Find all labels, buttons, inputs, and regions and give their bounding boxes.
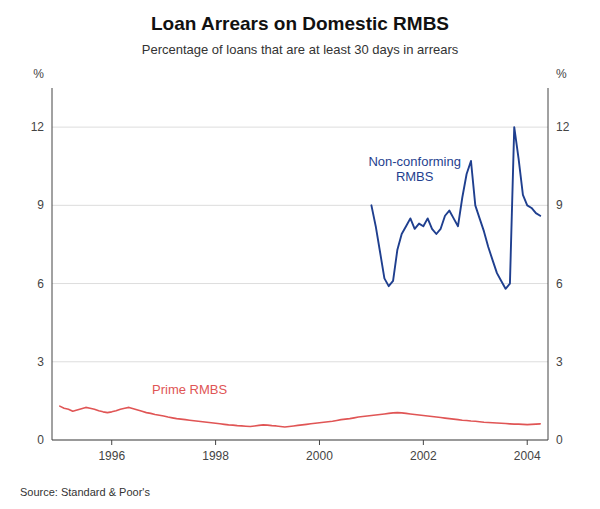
chart: Loan Arrears on Domestic RMBS Percentage …: [0, 0, 600, 509]
series-label-line: RMBS: [396, 169, 434, 184]
x-tick: [215, 440, 216, 445]
x-tick: [527, 440, 528, 445]
y-tick-label: 12: [31, 120, 45, 134]
y2-tick-label: 3: [556, 355, 563, 369]
y2-tick-label: 9: [556, 198, 563, 212]
series-label-line: Prime RMBS: [152, 382, 227, 397]
y-tick-label: 3: [37, 355, 44, 369]
subtitle: Percentage of loans that are at least 30…: [142, 42, 459, 57]
title: Loan Arrears on Domestic RMBS: [151, 13, 449, 34]
y-axis: [52, 88, 53, 440]
x-tick: [423, 440, 424, 445]
source: Source: Standard & Poor's: [20, 486, 150, 498]
grid-line: [52, 361, 548, 362]
y2-tick-label: 12: [556, 120, 570, 134]
series-label: Prime RMBS: [152, 382, 227, 397]
series-line: [60, 406, 540, 427]
plot-area: [60, 127, 540, 427]
x-tick-label: 2000: [306, 449, 333, 463]
y2-tick-label: 6: [556, 277, 563, 291]
x-tick-label: 2004: [514, 449, 541, 463]
x-tick-label: 1996: [98, 449, 125, 463]
series-line: [371, 127, 540, 289]
x-tick: [111, 440, 112, 445]
x-tick: [319, 440, 320, 445]
x-tick-label: 2002: [410, 449, 437, 463]
grid-line: [52, 127, 548, 128]
y-tick-label: 0: [37, 433, 44, 447]
grid-line: [52, 205, 548, 206]
y-axis-label: %: [33, 67, 44, 81]
y-tick-label: 9: [37, 198, 44, 212]
grid-line: [52, 440, 548, 441]
y2-tick-label: 0: [556, 433, 563, 447]
x-tick-label: 1998: [202, 449, 229, 463]
y-tick-label: 6: [37, 277, 44, 291]
grid-line: [52, 283, 548, 284]
y2-axis-label: %: [556, 67, 567, 81]
series-label-line: Non-conforming: [368, 154, 461, 169]
x-axis: [52, 440, 548, 441]
y2-axis: [548, 88, 549, 440]
series-label: Non-conformingRMBS: [368, 154, 461, 184]
